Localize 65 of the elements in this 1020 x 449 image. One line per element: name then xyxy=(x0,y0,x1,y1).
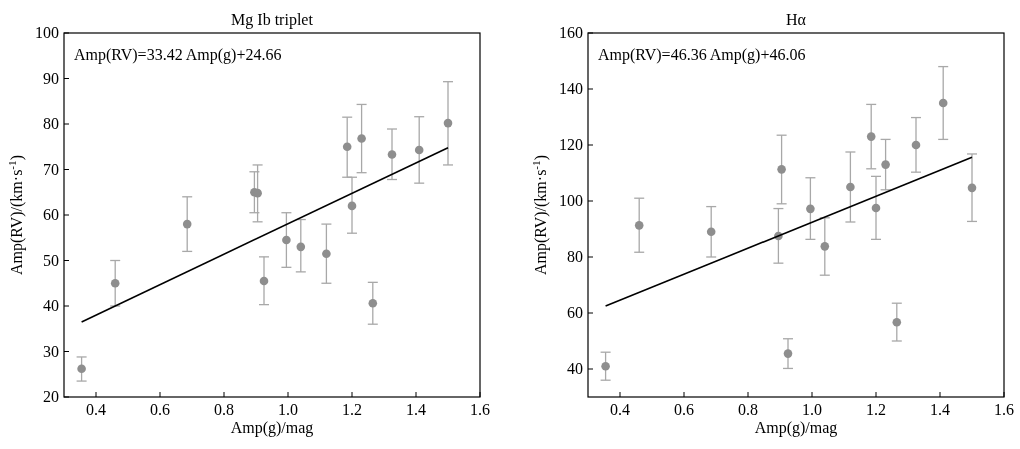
y-tick-label: 80 xyxy=(43,115,59,132)
point xyxy=(387,150,397,159)
point xyxy=(866,132,876,141)
chart-title: Mg Ib triplet xyxy=(231,11,314,29)
x-tick-label: 1.4 xyxy=(406,401,426,418)
point xyxy=(322,249,331,258)
x-tick-label: 0.4 xyxy=(86,401,106,418)
x-tick-label: 1.2 xyxy=(866,401,886,418)
x-tick-label: 1.6 xyxy=(994,401,1014,418)
point xyxy=(706,227,716,237)
y-tick-label: 50 xyxy=(43,251,59,269)
y-tick-label: 60 xyxy=(43,206,59,223)
x-tick-label: 0.6 xyxy=(674,401,694,418)
point xyxy=(357,134,366,143)
y-tick-label: 140 xyxy=(559,80,583,97)
y-tick-label: 100 xyxy=(35,24,59,41)
point xyxy=(806,204,815,214)
point xyxy=(342,142,352,152)
point xyxy=(110,278,120,288)
point xyxy=(911,140,921,150)
x-tick-label: 1.6 xyxy=(470,401,490,418)
point xyxy=(368,298,378,308)
x-tick-label: 1.4 xyxy=(930,401,950,418)
x-axis-title: Amp(g)/mag xyxy=(230,419,314,437)
x-axis-title: Amp(g)/mag xyxy=(754,419,838,437)
point xyxy=(77,364,86,374)
point xyxy=(881,160,890,169)
point xyxy=(783,349,793,358)
point xyxy=(347,201,357,211)
point xyxy=(259,276,269,286)
point xyxy=(634,221,644,230)
x-tick-label: 1.0 xyxy=(278,401,298,418)
x-tick-label: 0.8 xyxy=(214,401,234,418)
annotation: Amp(RV)=33.42 Amp(g)+24.66 xyxy=(74,46,282,64)
y-tick-label: 80 xyxy=(567,248,583,265)
point xyxy=(777,165,786,174)
x-tick-label: 0.8 xyxy=(738,401,758,418)
point xyxy=(846,182,855,192)
y-tick-label: 60 xyxy=(567,304,583,321)
chart-title: Hα xyxy=(786,11,807,28)
y-tick-label: 40 xyxy=(43,297,59,314)
point xyxy=(282,235,291,245)
point xyxy=(182,219,192,229)
point xyxy=(938,98,948,108)
y-tick-label: 20 xyxy=(43,388,59,405)
y-tick-label: 30 xyxy=(43,342,59,360)
y-tick-label: 120 xyxy=(559,136,583,153)
x-tick-label: 1.2 xyxy=(342,401,362,418)
point xyxy=(820,242,830,251)
point xyxy=(414,145,424,155)
x-tick-label: 0.4 xyxy=(610,401,630,418)
annotation: Amp(RV)=46.36 Amp(g)+46.06 xyxy=(598,46,806,64)
point xyxy=(871,203,881,213)
point xyxy=(967,183,977,193)
point xyxy=(296,242,306,252)
point xyxy=(892,317,902,327)
x-tick-label: 1.0 xyxy=(802,401,822,418)
y-tick-label: 160 xyxy=(559,24,583,41)
x-tick-label: 0.6 xyxy=(150,401,170,418)
point xyxy=(601,361,610,371)
point xyxy=(443,118,453,128)
y-tick-label: 40 xyxy=(567,360,583,377)
y-tick-label: 70 xyxy=(43,160,59,178)
y-tick-label: 90 xyxy=(43,69,59,87)
y-tick-label: 100 xyxy=(559,192,583,209)
